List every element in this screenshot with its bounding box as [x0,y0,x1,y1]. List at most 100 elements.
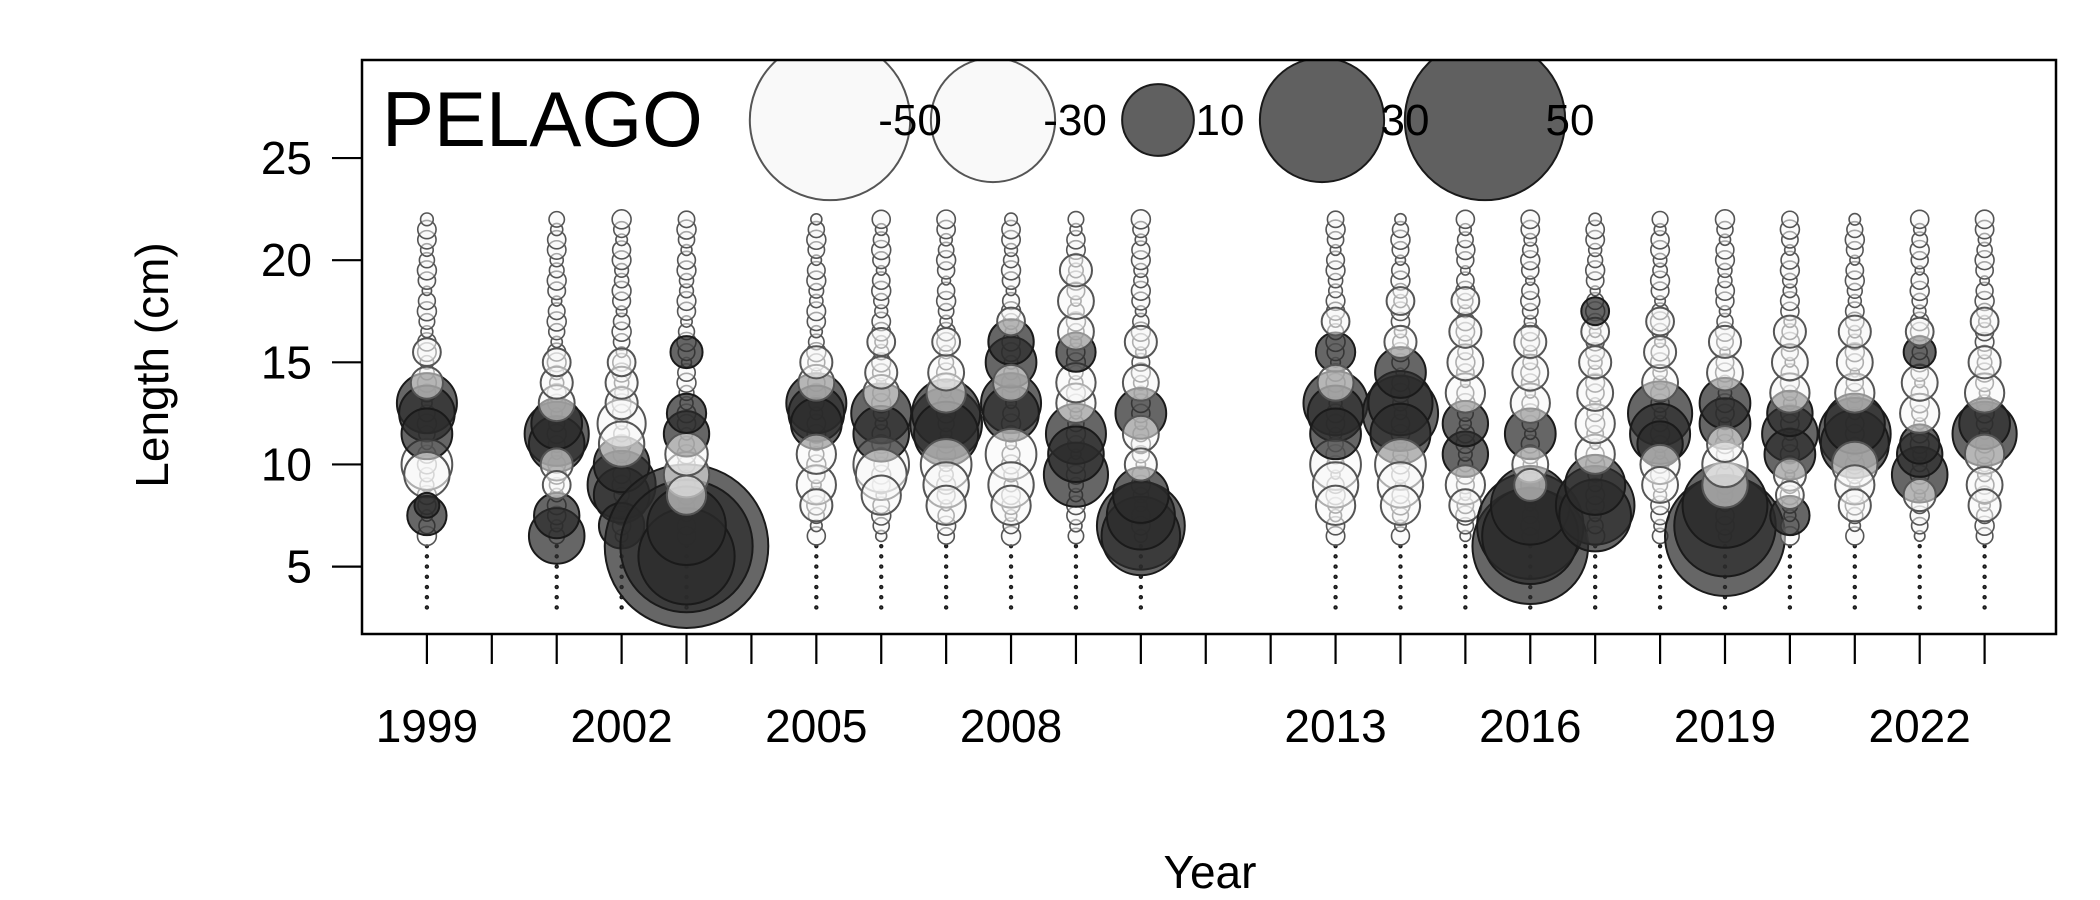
bubble [1309,407,1362,461]
bubble-small [1787,574,1793,580]
bubble [1058,253,1093,288]
bubble-small [554,564,559,569]
bubble [795,433,837,475]
bubble-small [1520,209,1541,230]
legend-label: -50 [878,96,942,145]
bubble [866,327,897,357]
bubble-small [943,595,949,600]
bubble [1900,363,1939,402]
bubble-small [1398,554,1403,559]
bubble-small [1008,554,1014,559]
bubble-small [1333,595,1338,600]
bubble [799,345,834,380]
x-tick-label: 1999 [376,700,478,752]
bubble-small [1657,605,1663,610]
bubble-small [814,605,819,610]
year-column-2018 [1627,210,1694,610]
bubble [412,337,442,367]
legend-label: 10 [1196,96,1245,145]
bubble [996,306,1026,337]
bubble-small [424,584,430,590]
bubble [541,347,572,378]
bubble-small [814,574,819,580]
bubble-small [1067,210,1085,228]
bubble-small [554,584,559,590]
bubble-small [1073,605,1079,610]
bubble-small [879,554,884,559]
bubble-small [1463,605,1468,610]
y-tick-label: 5 [286,541,312,593]
bubble [1057,282,1095,320]
bubble-small [1852,605,1857,610]
bubble-small [1592,595,1598,600]
bubble-small [1463,574,1468,580]
y-tick-label: 25 [261,132,312,184]
bubble [992,363,1030,402]
legend: -50 -30 10 30 50 [748,60,1594,202]
bubble-small [871,209,892,230]
bubble-small [1073,574,1079,580]
bubble-small [1982,554,1987,559]
bubble-small [1398,574,1403,580]
bubble [1837,488,1872,523]
y-tick-label: 20 [261,234,312,286]
bubble-small [1333,584,1338,590]
year-column-2007 [909,209,983,610]
bubble-small [879,574,884,580]
bubble-small [1073,543,1079,549]
bubble-small [1333,605,1338,610]
bubble-small [554,595,559,600]
bubble-small [1138,595,1144,600]
year-column-2021 [1817,212,1892,610]
bubble-small [936,209,957,230]
bubble [1902,478,1937,513]
year-column-2015 [1441,209,1490,610]
legend-bubble [748,60,912,202]
bubble [1383,324,1418,359]
y-axis-label: Length (cm) [126,242,178,487]
bubble-small [1592,574,1598,580]
bubble-small [1073,595,1079,600]
bubble-small [879,595,884,600]
bubble [1641,465,1680,504]
bubble [927,353,966,392]
year-column-2019 [1663,209,1786,610]
plot-frame [360,58,2058,636]
bubble-small [943,554,949,559]
bubble [1645,306,1675,337]
legend-bubble [1258,60,1386,184]
bubble-small [1982,564,1987,569]
bubble-small [814,564,819,569]
x-tick-label: 2013 [1284,700,1386,752]
chart-title: PELAGO [382,75,703,163]
bubble-small [1917,584,1922,590]
bubble-small [1657,584,1663,590]
bubble-small [1463,564,1468,569]
bubble-small [1974,209,1995,230]
legend-bubble [1121,83,1195,157]
bubble-small [424,605,430,610]
y-tick-label: 15 [261,336,312,388]
bubble-small [1008,595,1014,600]
bubble-small [1787,584,1793,590]
bubble-small [1781,210,1799,229]
bubble-small [1657,574,1663,580]
bubble [1316,363,1355,402]
bubble-small [1917,543,1922,549]
bubble-small [1003,212,1019,227]
bubble-small [879,584,884,590]
bubble-small [554,605,559,610]
bubble-small [611,209,632,230]
bubble-small [1714,209,1736,230]
year-column-2001 [523,210,590,610]
bubble-small [1326,210,1345,229]
bubble-small [943,543,949,549]
bubble [1837,314,1872,349]
bubble-small [677,210,696,229]
x-axis-label: Year [1164,846,1257,898]
bubble [1314,484,1357,526]
bubble-small [1917,595,1922,600]
bubble-small [943,584,949,590]
bubble [665,392,708,435]
